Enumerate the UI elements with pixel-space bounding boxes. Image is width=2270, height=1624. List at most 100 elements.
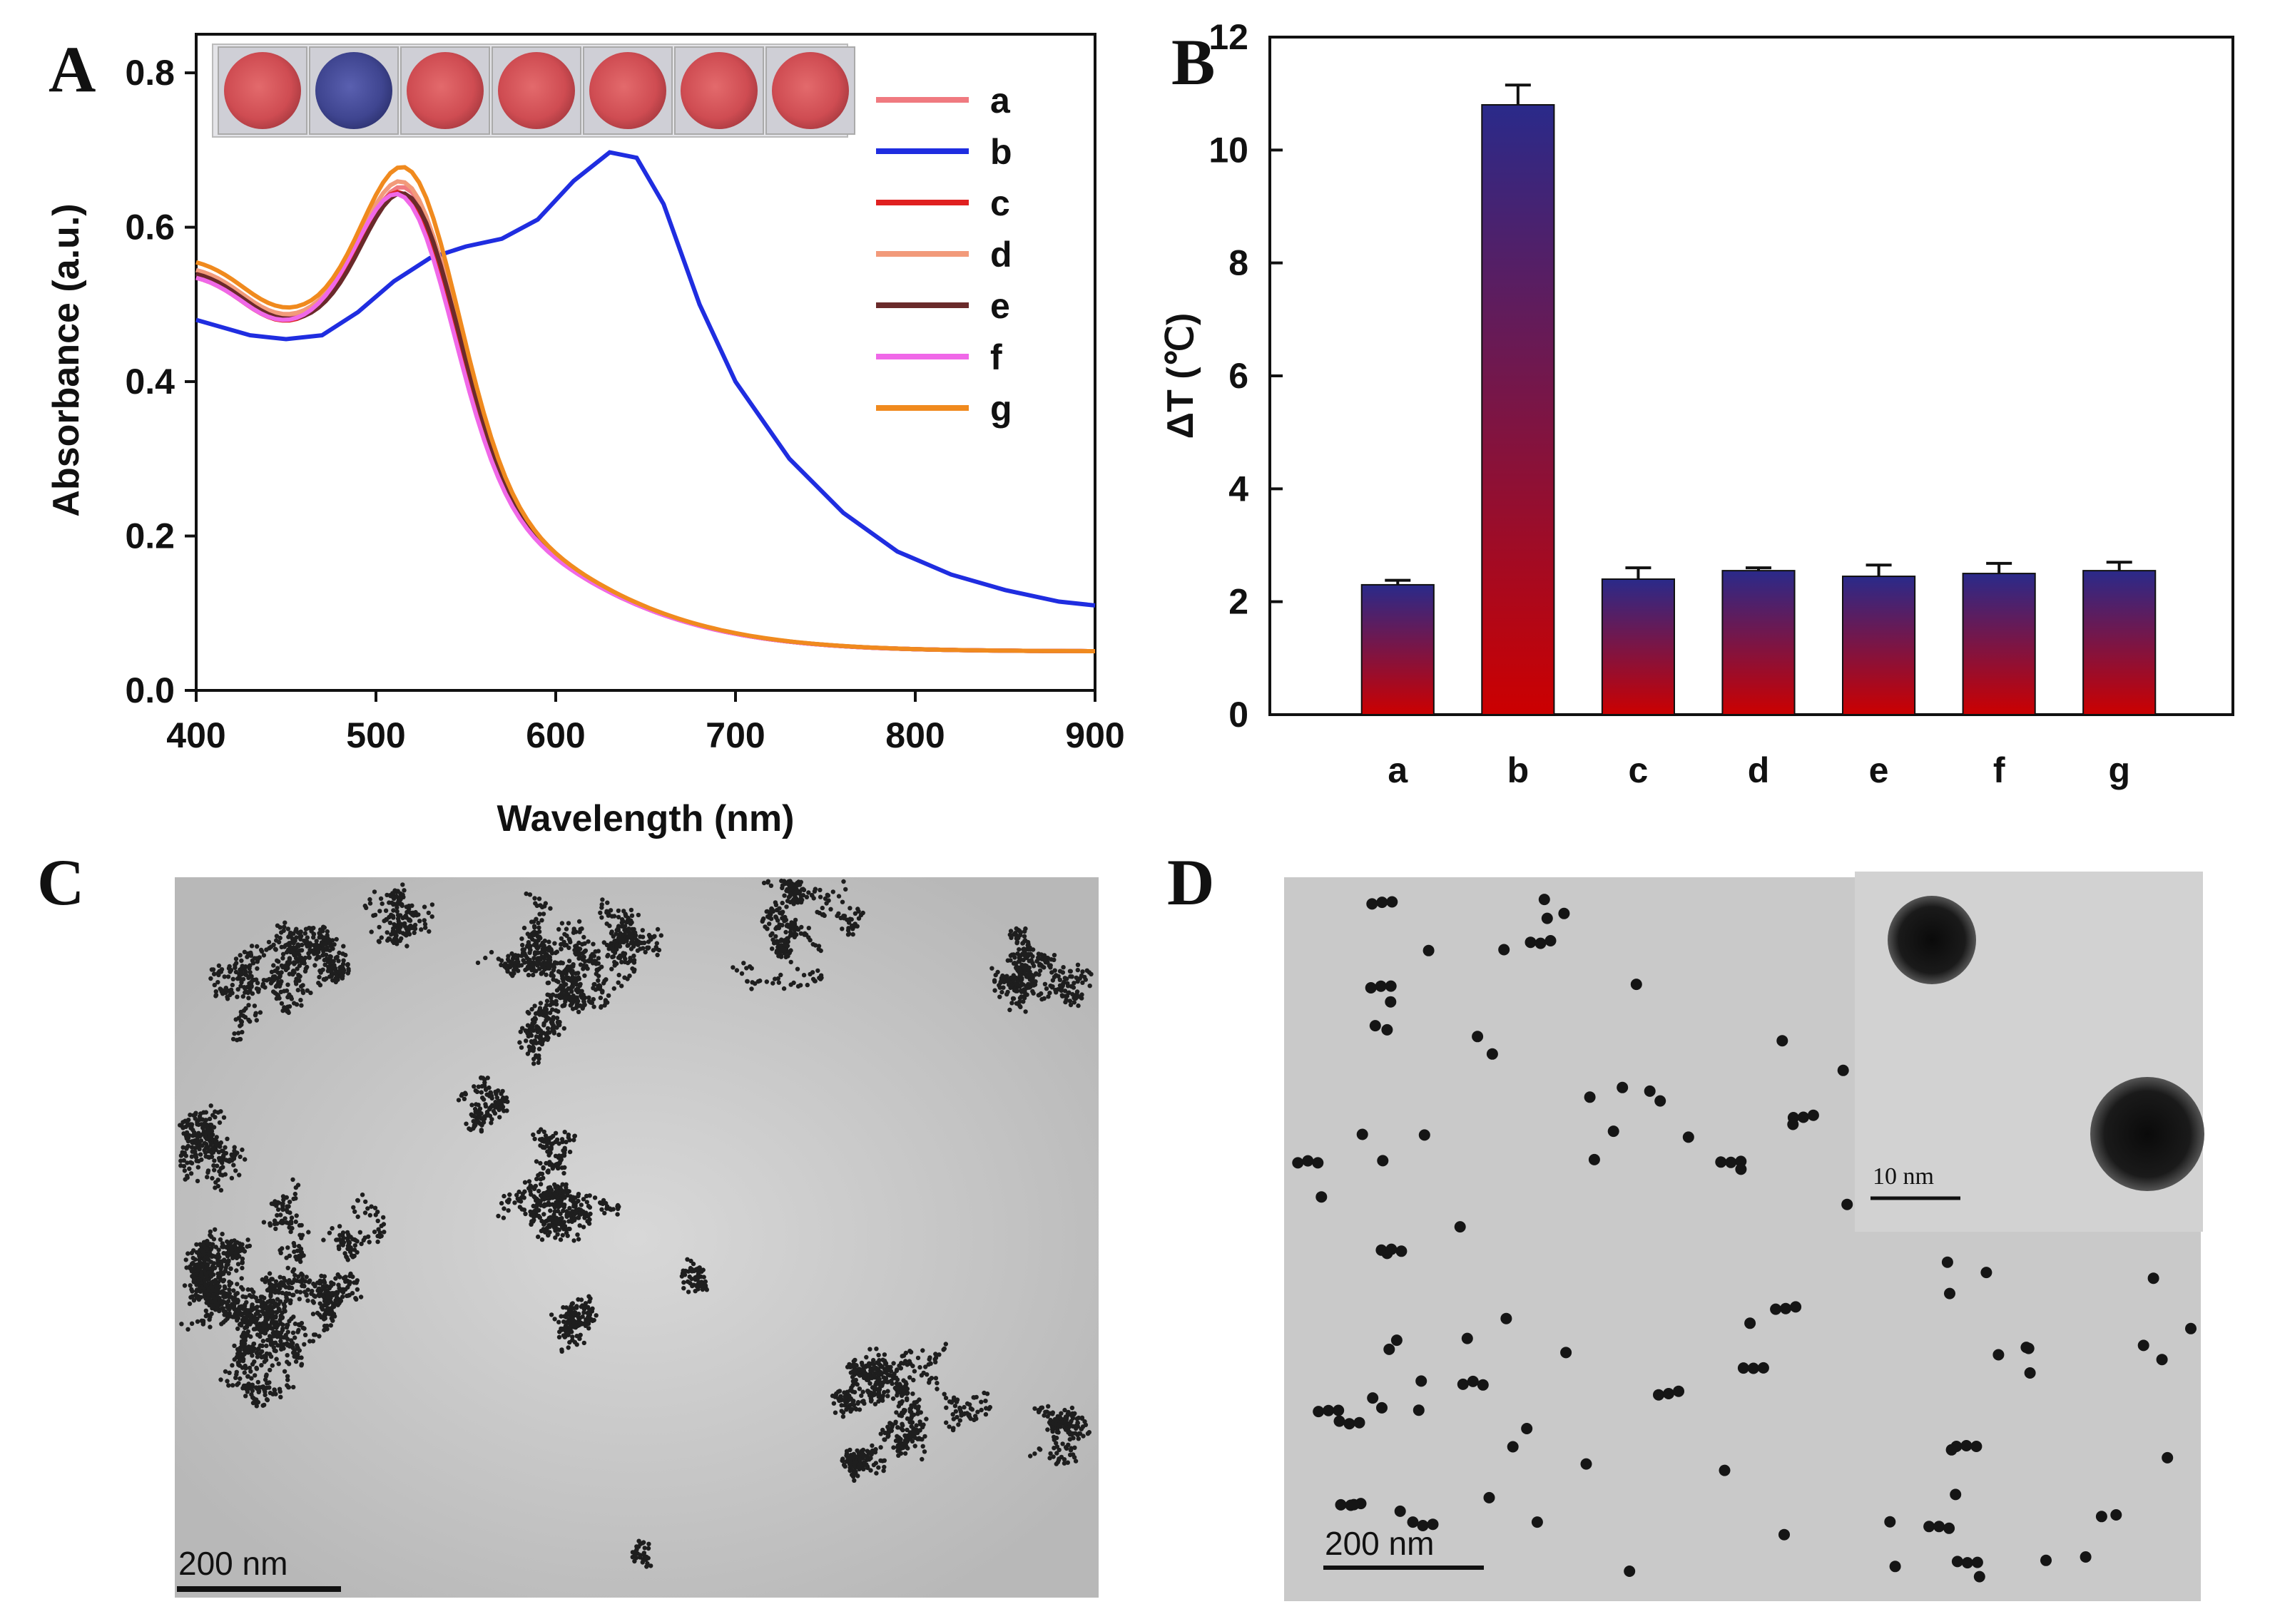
aggregate-particle <box>766 914 771 919</box>
aggregate-particle <box>197 1257 202 1262</box>
aggregate-particle <box>325 939 330 944</box>
aggregate-particle <box>586 939 591 944</box>
aggregate-particle <box>325 1294 330 1299</box>
aggregate-particle <box>917 1419 922 1424</box>
well <box>498 52 575 129</box>
aggregate-particle <box>900 1410 905 1416</box>
aggregate-particle <box>890 1396 896 1401</box>
aggregate-particle <box>780 900 785 906</box>
aggregate-particle <box>773 902 779 908</box>
aggregate-particle <box>200 1320 206 1325</box>
aggregate-particle <box>562 1165 567 1170</box>
aggregate-particle <box>1009 984 1014 989</box>
aggregate-particle <box>318 927 323 932</box>
aggregate-particle <box>536 1207 541 1213</box>
aggregate-particle <box>238 1357 243 1362</box>
aggregate-particle <box>292 1001 297 1006</box>
aggregate-particle <box>250 991 255 996</box>
aggregate-particle <box>526 1031 531 1037</box>
aggregate-particle <box>204 1289 210 1294</box>
aggregate-particle <box>920 1424 925 1430</box>
aggregate-particle <box>213 1265 218 1271</box>
aggregate-particle <box>641 946 646 951</box>
y-tick-label: 0.2 <box>125 516 175 556</box>
aggregate-particle <box>1074 991 1079 996</box>
aggregate-particle <box>626 926 631 931</box>
aggregate-particle <box>1064 998 1069 1003</box>
aggregate-particle <box>1012 932 1017 937</box>
aggregate-particle <box>590 961 596 966</box>
aggregate-particle <box>203 1308 208 1314</box>
aggregate-particle <box>278 989 284 995</box>
aggregate-particle <box>379 1223 384 1229</box>
x-tick-label-e: e <box>1869 750 1889 790</box>
aggregate-particle <box>1039 956 1044 961</box>
aggregate-particle <box>275 1332 280 1337</box>
aggregate-particle <box>559 1201 564 1206</box>
aggregate-particle <box>793 890 798 895</box>
aggregate-particle <box>520 1191 525 1197</box>
aggregate-particle <box>210 1175 215 1181</box>
aggregate-particle <box>623 913 628 918</box>
aggregate-particle <box>562 931 567 937</box>
aggregate-particle <box>253 1400 258 1405</box>
aggregate-particle <box>237 1307 242 1312</box>
aggregate-particle <box>1032 1406 1037 1411</box>
aggregate-particle <box>944 1420 949 1425</box>
aggregate-particle <box>234 961 239 966</box>
aggregate-particle <box>868 1396 874 1401</box>
aggregate-particle <box>799 887 805 892</box>
aggregate-particle <box>285 942 290 947</box>
aggregate-particle <box>530 1017 536 1023</box>
aggregate-particle <box>278 935 283 941</box>
aggregate-particle <box>285 1377 290 1382</box>
aggregate-particle <box>372 1230 377 1235</box>
aggregate-particle <box>203 1296 208 1301</box>
aggregate-particle <box>1014 926 1019 931</box>
aggregate-particle <box>569 989 574 994</box>
aggregate-particle <box>561 1319 566 1324</box>
aggregate-particle <box>245 1312 250 1317</box>
legend-label-f: f <box>990 337 1002 377</box>
aggregate-particle <box>544 1160 549 1166</box>
aggregate-particle <box>598 1200 603 1205</box>
aggregate-particle <box>1054 1451 1059 1456</box>
aggregate-particle <box>207 1317 212 1322</box>
aggregate-particle <box>933 1376 939 1381</box>
aggregate-particle <box>546 958 551 963</box>
aggregate-particle <box>562 988 568 994</box>
aggregate-particle <box>292 960 297 965</box>
aggregate-particle <box>915 1410 920 1416</box>
aggregate-particle <box>214 1163 220 1168</box>
aggregate-particle <box>992 978 997 983</box>
aggregate-particle <box>189 1250 194 1256</box>
aggregate-particle <box>280 1282 285 1287</box>
aggregate-particle <box>220 1149 225 1154</box>
aggregate-particle <box>1004 974 1009 979</box>
aggregate-particle <box>298 1250 304 1255</box>
aggregate-particle <box>773 934 778 939</box>
aggregate-particle <box>1009 1001 1014 1006</box>
aggregate-particle <box>538 1160 543 1166</box>
aggregate-particle <box>1083 977 1089 982</box>
aggregate-particle <box>272 1283 277 1288</box>
aggregate-particle <box>247 963 253 969</box>
aggregate-particle <box>574 987 579 993</box>
aggregate-particle <box>846 920 852 925</box>
aggregate-particle <box>310 1339 316 1344</box>
aggregate-particle <box>295 988 300 993</box>
aggregate-particle <box>178 1123 183 1128</box>
aggregate-particle <box>523 1028 529 1033</box>
aggregate-particle <box>239 1323 244 1328</box>
aggregate-particle <box>305 1287 310 1292</box>
aggregate-particle <box>1065 984 1071 989</box>
series-line-f <box>195 191 1095 653</box>
aggregate-particle <box>917 1428 922 1433</box>
aggregate-particle <box>1006 977 1011 983</box>
aggregate-particle <box>243 964 248 969</box>
aggregate-particle <box>734 968 740 973</box>
aggregate-particle <box>553 1130 559 1136</box>
y-tick-label: 2 <box>1228 582 1248 622</box>
aggregate-particle <box>271 963 276 968</box>
aggregate-particle <box>567 1149 573 1155</box>
